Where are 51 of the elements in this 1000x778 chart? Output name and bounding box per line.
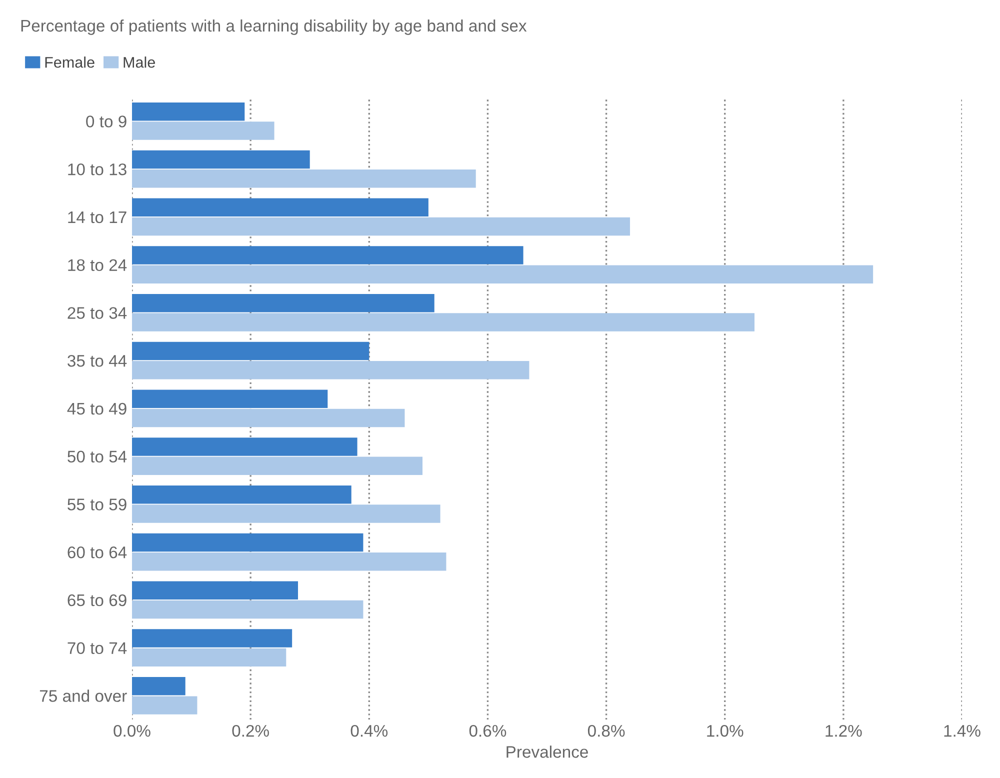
y-tick-label: 70 to 74 (68, 642, 127, 654)
y-tick-label: 45 to 49 (67, 402, 126, 415)
x-tick-label: 1.4% (944, 725, 980, 737)
y-tick-label: 35 to 44 (68, 354, 127, 367)
x-axis-title: Prevalence (506, 746, 588, 758)
y-tick-label: 18 to 24 (68, 259, 127, 272)
bar (132, 294, 434, 312)
x-tick-label: 0.4% (350, 724, 388, 737)
y-tick-label: 0 to 9 (86, 116, 126, 128)
bar (132, 246, 524, 264)
bar (132, 438, 358, 456)
x-tick-label: 0.8% (588, 724, 625, 737)
y-tick-label: 60 to 64 (68, 546, 127, 558)
bar (132, 265, 874, 284)
legend-label: Male (124, 56, 155, 68)
y-tick-label: 75 and over (40, 690, 127, 702)
bar (132, 600, 364, 619)
bar (132, 533, 364, 552)
bar (132, 170, 476, 188)
bar (132, 198, 428, 216)
bar (132, 696, 198, 714)
y-tick-label: 50 to 54 (68, 450, 127, 463)
x-tick-label: 0.0% (114, 724, 150, 737)
bar (132, 342, 370, 360)
bar (132, 456, 422, 475)
y-tick-label: 10 to 13 (68, 163, 126, 176)
y-tick-label: 65 to 69 (68, 594, 126, 606)
x-tick-label: 0.2% (232, 724, 269, 737)
bar (132, 677, 186, 696)
bar (132, 150, 310, 169)
bar (132, 102, 245, 121)
bar (132, 581, 298, 600)
x-tick-label: 1.2% (826, 724, 862, 737)
bar (132, 217, 630, 236)
bar (132, 361, 530, 380)
bar (132, 552, 446, 571)
y-tick-label: 55 to 59 (68, 498, 126, 510)
bar (132, 408, 405, 428)
bar (132, 313, 754, 332)
bar (132, 648, 286, 667)
y-tick-label: 25 to 34 (68, 307, 127, 319)
bar (132, 629, 292, 648)
bar (132, 486, 352, 504)
x-tick-label: 1.0% (707, 724, 744, 737)
bar (132, 122, 274, 140)
y-tick-label: 14 to 17 (68, 212, 126, 224)
x-tick-label: 0.6% (469, 724, 506, 737)
bar (132, 390, 328, 408)
legend-label: Female (45, 56, 94, 68)
bar (132, 504, 440, 523)
chart-title: Percentage of patients with a learning disability by age band and sex (21, 19, 527, 35)
